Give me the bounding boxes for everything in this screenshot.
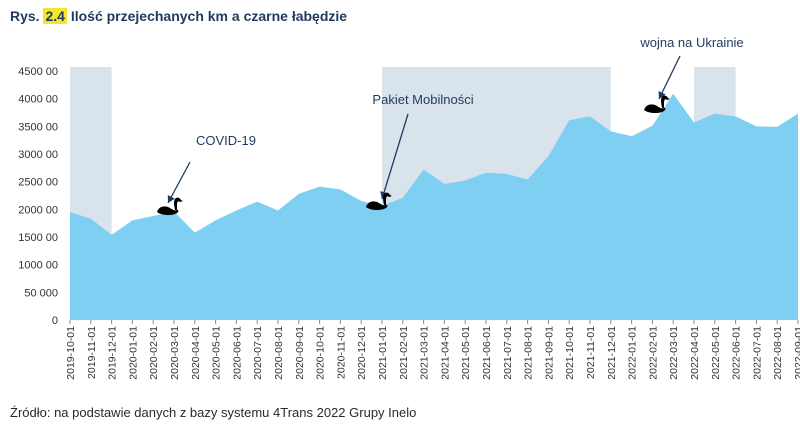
- x-tick-label: 2022-03-01: [668, 326, 680, 380]
- annotation-label: wojna na Ukrainie: [639, 35, 743, 50]
- annotation-arrow-line: [381, 113, 409, 200]
- x-tick-label: 2020-04-01: [190, 326, 202, 380]
- series-area: [70, 93, 798, 320]
- x-tick-label: 2020-08-01: [273, 326, 285, 380]
- x-tick-label: 2021-01-01: [377, 326, 389, 380]
- x-tick-label: 2021-10-01: [564, 326, 576, 380]
- x-tick-label: 2021-12-01: [606, 326, 618, 380]
- x-tick-label: 2022-06-01: [731, 326, 743, 380]
- x-tick-label: 2021-03-01: [419, 326, 431, 380]
- x-tick-label: 2020-01-01: [127, 326, 139, 380]
- x-tick-label: 2021-07-01: [502, 326, 514, 380]
- annotation-arrowhead: [167, 194, 175, 203]
- x-tick-label: 2019-10-01: [65, 326, 77, 380]
- x-tick-label: 2022-04-01: [689, 326, 701, 380]
- annotation-label: Pakiet Mobilności: [372, 92, 473, 107]
- x-tick-label: 2022-07-01: [751, 326, 763, 380]
- x-tick-label: 2020-12-01: [356, 326, 368, 380]
- x-tick-label: 2021-09-01: [543, 326, 555, 380]
- area-chart: 0 50 000 1000 00 1500 00 2000 00 2500 00 3000 …: [18, 35, 800, 380]
- annotation-arrow-line: [167, 161, 191, 204]
- y-tick-label: 3000 00: [18, 149, 58, 161]
- figure-number: 2.4: [43, 8, 67, 24]
- figure-title: Rys. 2.4 Ilość przejechanych km a czarne…: [10, 8, 347, 24]
- x-tick-label: 2019-12-01: [107, 326, 119, 380]
- x-tick-label: 2021-02-01: [398, 326, 410, 380]
- x-tick-label: 2020-10-01: [315, 326, 327, 380]
- y-tick-label: 0: [52, 315, 58, 327]
- x-tick-label: 2020-02-01: [148, 326, 160, 380]
- x-axis-ticks: 2019-10-01 2019-11-01 2019-12-01 2020-01-01…: [65, 320, 800, 380]
- annotation-arrow-line: [658, 55, 681, 100]
- x-tick-label: 2020-09-01: [294, 326, 306, 380]
- x-tick-label: 2021-05-01: [460, 326, 472, 380]
- y-tick-label: 4000 00: [18, 94, 58, 106]
- y-tick-label: 2000 00: [18, 204, 58, 216]
- y-axis-ticks: 0 50 000 1000 00 1500 00 2000 00 2500 00 3000 …: [18, 66, 58, 327]
- y-tick-label: 3500 00: [18, 121, 58, 133]
- x-tick-label: 2022-05-01: [710, 326, 722, 380]
- x-tick-label: 2020-05-01: [211, 326, 223, 380]
- x-tick-label: 2022-01-01: [627, 326, 639, 380]
- x-tick-label: 2021-06-01: [481, 326, 493, 380]
- y-tick-label: 4500 00: [18, 66, 58, 78]
- x-tick-label: 2020-11-01: [335, 326, 347, 379]
- x-tick-label: 2022-09-01: [793, 326, 800, 380]
- x-tick-label: 2021-08-01: [523, 326, 535, 380]
- annotation-label: COVID-19: [196, 133, 256, 148]
- annotation-arrowhead: [658, 90, 666, 99]
- annotations: COVID-19 Pakiet Mobilności wojna na Ukrain…: [157, 35, 744, 215]
- x-tick-label: 2021-04-01: [439, 326, 451, 380]
- black-swan-icon: [644, 95, 670, 113]
- black-swan-icon: [366, 192, 392, 210]
- figure-prefix: Rys.: [10, 8, 40, 24]
- x-tick-label: 2021-11-01: [585, 326, 597, 379]
- y-tick-label: 50 000: [24, 287, 58, 299]
- figure-title-text: Ilość przejechanych km a czarne łabędzie: [70, 8, 348, 24]
- x-tick-label: 2022-08-01: [772, 326, 784, 380]
- y-tick-label: 1000 00: [18, 260, 58, 272]
- y-tick-label: 1500 00: [18, 232, 58, 244]
- y-tick-label: 2500 00: [18, 177, 58, 189]
- black-swan-icon: [157, 197, 183, 215]
- x-tick-label: 2022-02-01: [647, 326, 659, 380]
- source-note: Źródło: na podstawie danych z bazy syste…: [10, 405, 417, 420]
- x-tick-label: 2020-07-01: [252, 326, 264, 380]
- x-tick-label: 2020-06-01: [231, 326, 243, 380]
- x-tick-label: 2019-11-01: [86, 326, 98, 379]
- x-tick-label: 2020-03-01: [169, 326, 181, 380]
